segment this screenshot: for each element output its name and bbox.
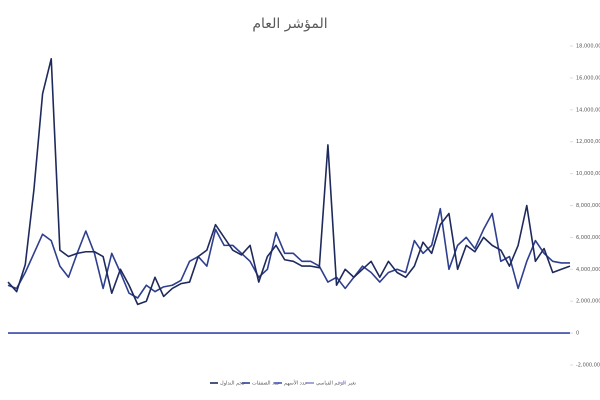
series-line xyxy=(7,207,570,299)
y-tick-label: 18,000,000 xyxy=(576,44,600,50)
y-tick-label: 10,000,000 xyxy=(576,171,600,177)
legend-label: الرقم القياسي xyxy=(316,381,346,387)
legend-label: عدد الأسهم xyxy=(284,380,308,387)
legend-label: تغير xyxy=(347,381,357,387)
y-tick-label: 4,000,000 xyxy=(576,267,600,273)
y-tick-label: 14,000,000 xyxy=(576,107,600,113)
y-tick-label: 2,000,000 xyxy=(576,299,600,305)
series-line xyxy=(7,57,571,306)
y-tick-label: -2,000,000 xyxy=(576,363,600,369)
legend-label: حجم التداول xyxy=(220,381,246,387)
y-tick-label: 6,000,000 xyxy=(576,235,600,241)
legend-label: عدد الصفقات xyxy=(252,381,280,387)
y-tick-label: 12,000,000 xyxy=(576,139,600,145)
chart-title: المؤشر العام xyxy=(252,16,327,32)
y-tick-label: 8,000,000 xyxy=(576,203,600,209)
y-tick-label: 16,000,000 xyxy=(576,75,600,81)
y-tick-label: 0 xyxy=(576,331,579,337)
